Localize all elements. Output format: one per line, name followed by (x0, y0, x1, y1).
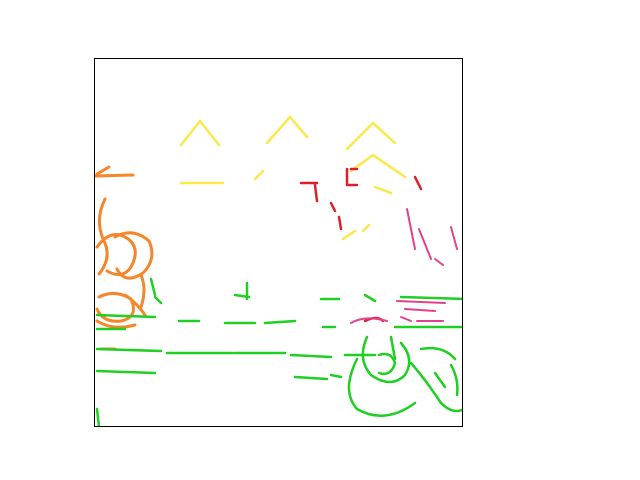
yellow-edges (179, 115, 407, 241)
green-edges (95, 277, 462, 426)
orange-edges (95, 165, 154, 351)
image-frame (94, 58, 463, 427)
red-edges (299, 167, 423, 323)
pink-edges (350, 208, 458, 324)
edge-mask-graphic (95, 115, 462, 426)
